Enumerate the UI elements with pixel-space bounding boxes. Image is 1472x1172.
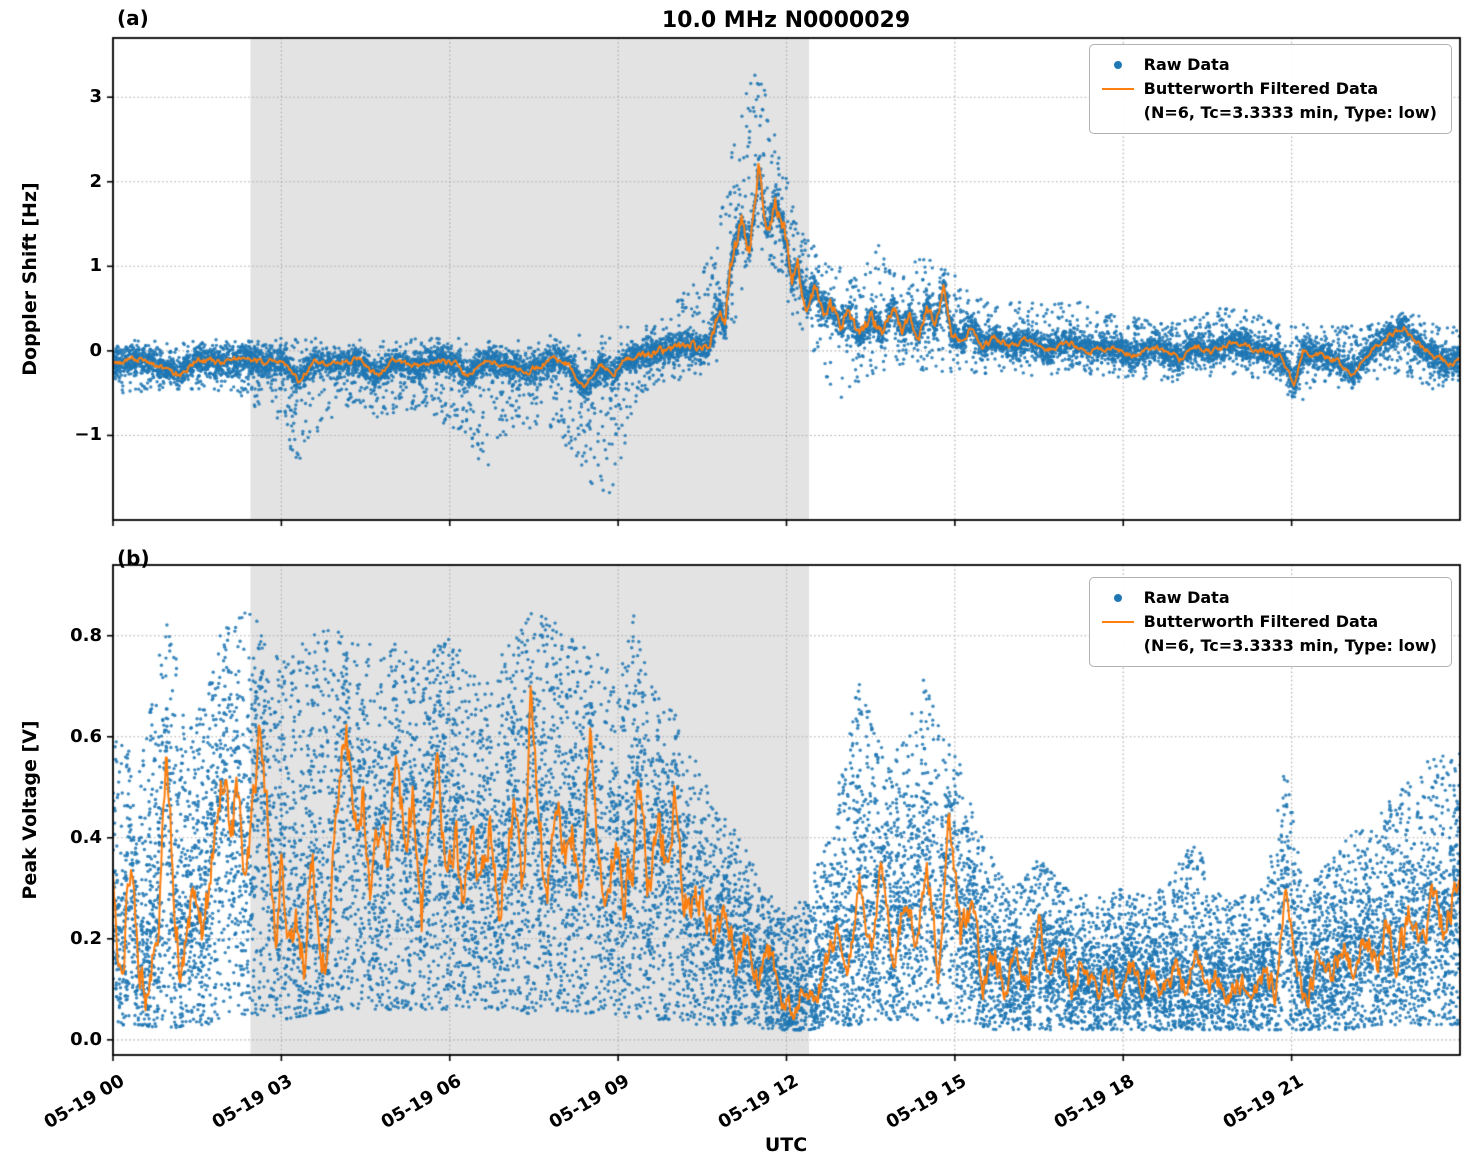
legend-panel-a: Raw Data Butterworth Filtered Data (N=6,… <box>1088 44 1452 134</box>
y-tick-label: 0.6 <box>70 725 102 747</box>
legend-row-filtered: Butterworth Filtered Data <box>1100 77 1437 101</box>
legend-filtered-label: Butterworth Filtered Data <box>1143 612 1379 631</box>
legend-row-raw: Raw Data <box>1100 53 1437 77</box>
legend-raw-label: Raw Data <box>1143 588 1230 607</box>
panel-b-label: (b) <box>117 546 150 570</box>
filtered-line-marker-icon <box>1100 88 1136 90</box>
y-tick-label: −1 <box>74 424 102 446</box>
legend-panel-b: Raw Data Butterworth Filtered Data (N=6,… <box>1088 577 1452 667</box>
x-axis-label: UTC <box>764 1134 808 1156</box>
raw-data-marker-icon <box>1100 61 1136 69</box>
raw-data-marker-icon <box>1100 594 1136 602</box>
y-tick-label: 0.8 <box>70 624 102 646</box>
legend-row-filtered-sub: (N=6, Tc=3.3333 min, Type: low) <box>1100 101 1437 125</box>
legend-filtered-sublabel: (N=6, Tc=3.3333 min, Type: low) <box>1143 103 1437 122</box>
filtered-line-marker-icon <box>1100 621 1136 623</box>
y-tick-label: 3 <box>89 86 102 108</box>
y-tick-label: 0 <box>89 339 102 361</box>
y-tick-label: 2 <box>89 170 102 192</box>
legend-filtered-label: Butterworth Filtered Data <box>1143 79 1379 98</box>
legend-row-raw: Raw Data <box>1100 586 1437 610</box>
y-tick-label: 0.4 <box>70 826 102 848</box>
legend-filtered-sublabel: (N=6, Tc=3.3333 min, Type: low) <box>1143 636 1437 655</box>
chart-title: 10.0 MHz N0000029 <box>661 8 911 33</box>
y-tick-label: 0.2 <box>70 927 102 949</box>
y-tick-label: 0.0 <box>70 1028 102 1050</box>
y-tick-label: 1 <box>89 255 102 277</box>
legend-row-filtered: Butterworth Filtered Data <box>1100 610 1437 634</box>
legend-row-filtered-sub: (N=6, Tc=3.3333 min, Type: low) <box>1100 634 1437 658</box>
legend-raw-label: Raw Data <box>1143 55 1230 74</box>
panel-a-label: (a) <box>117 6 149 30</box>
